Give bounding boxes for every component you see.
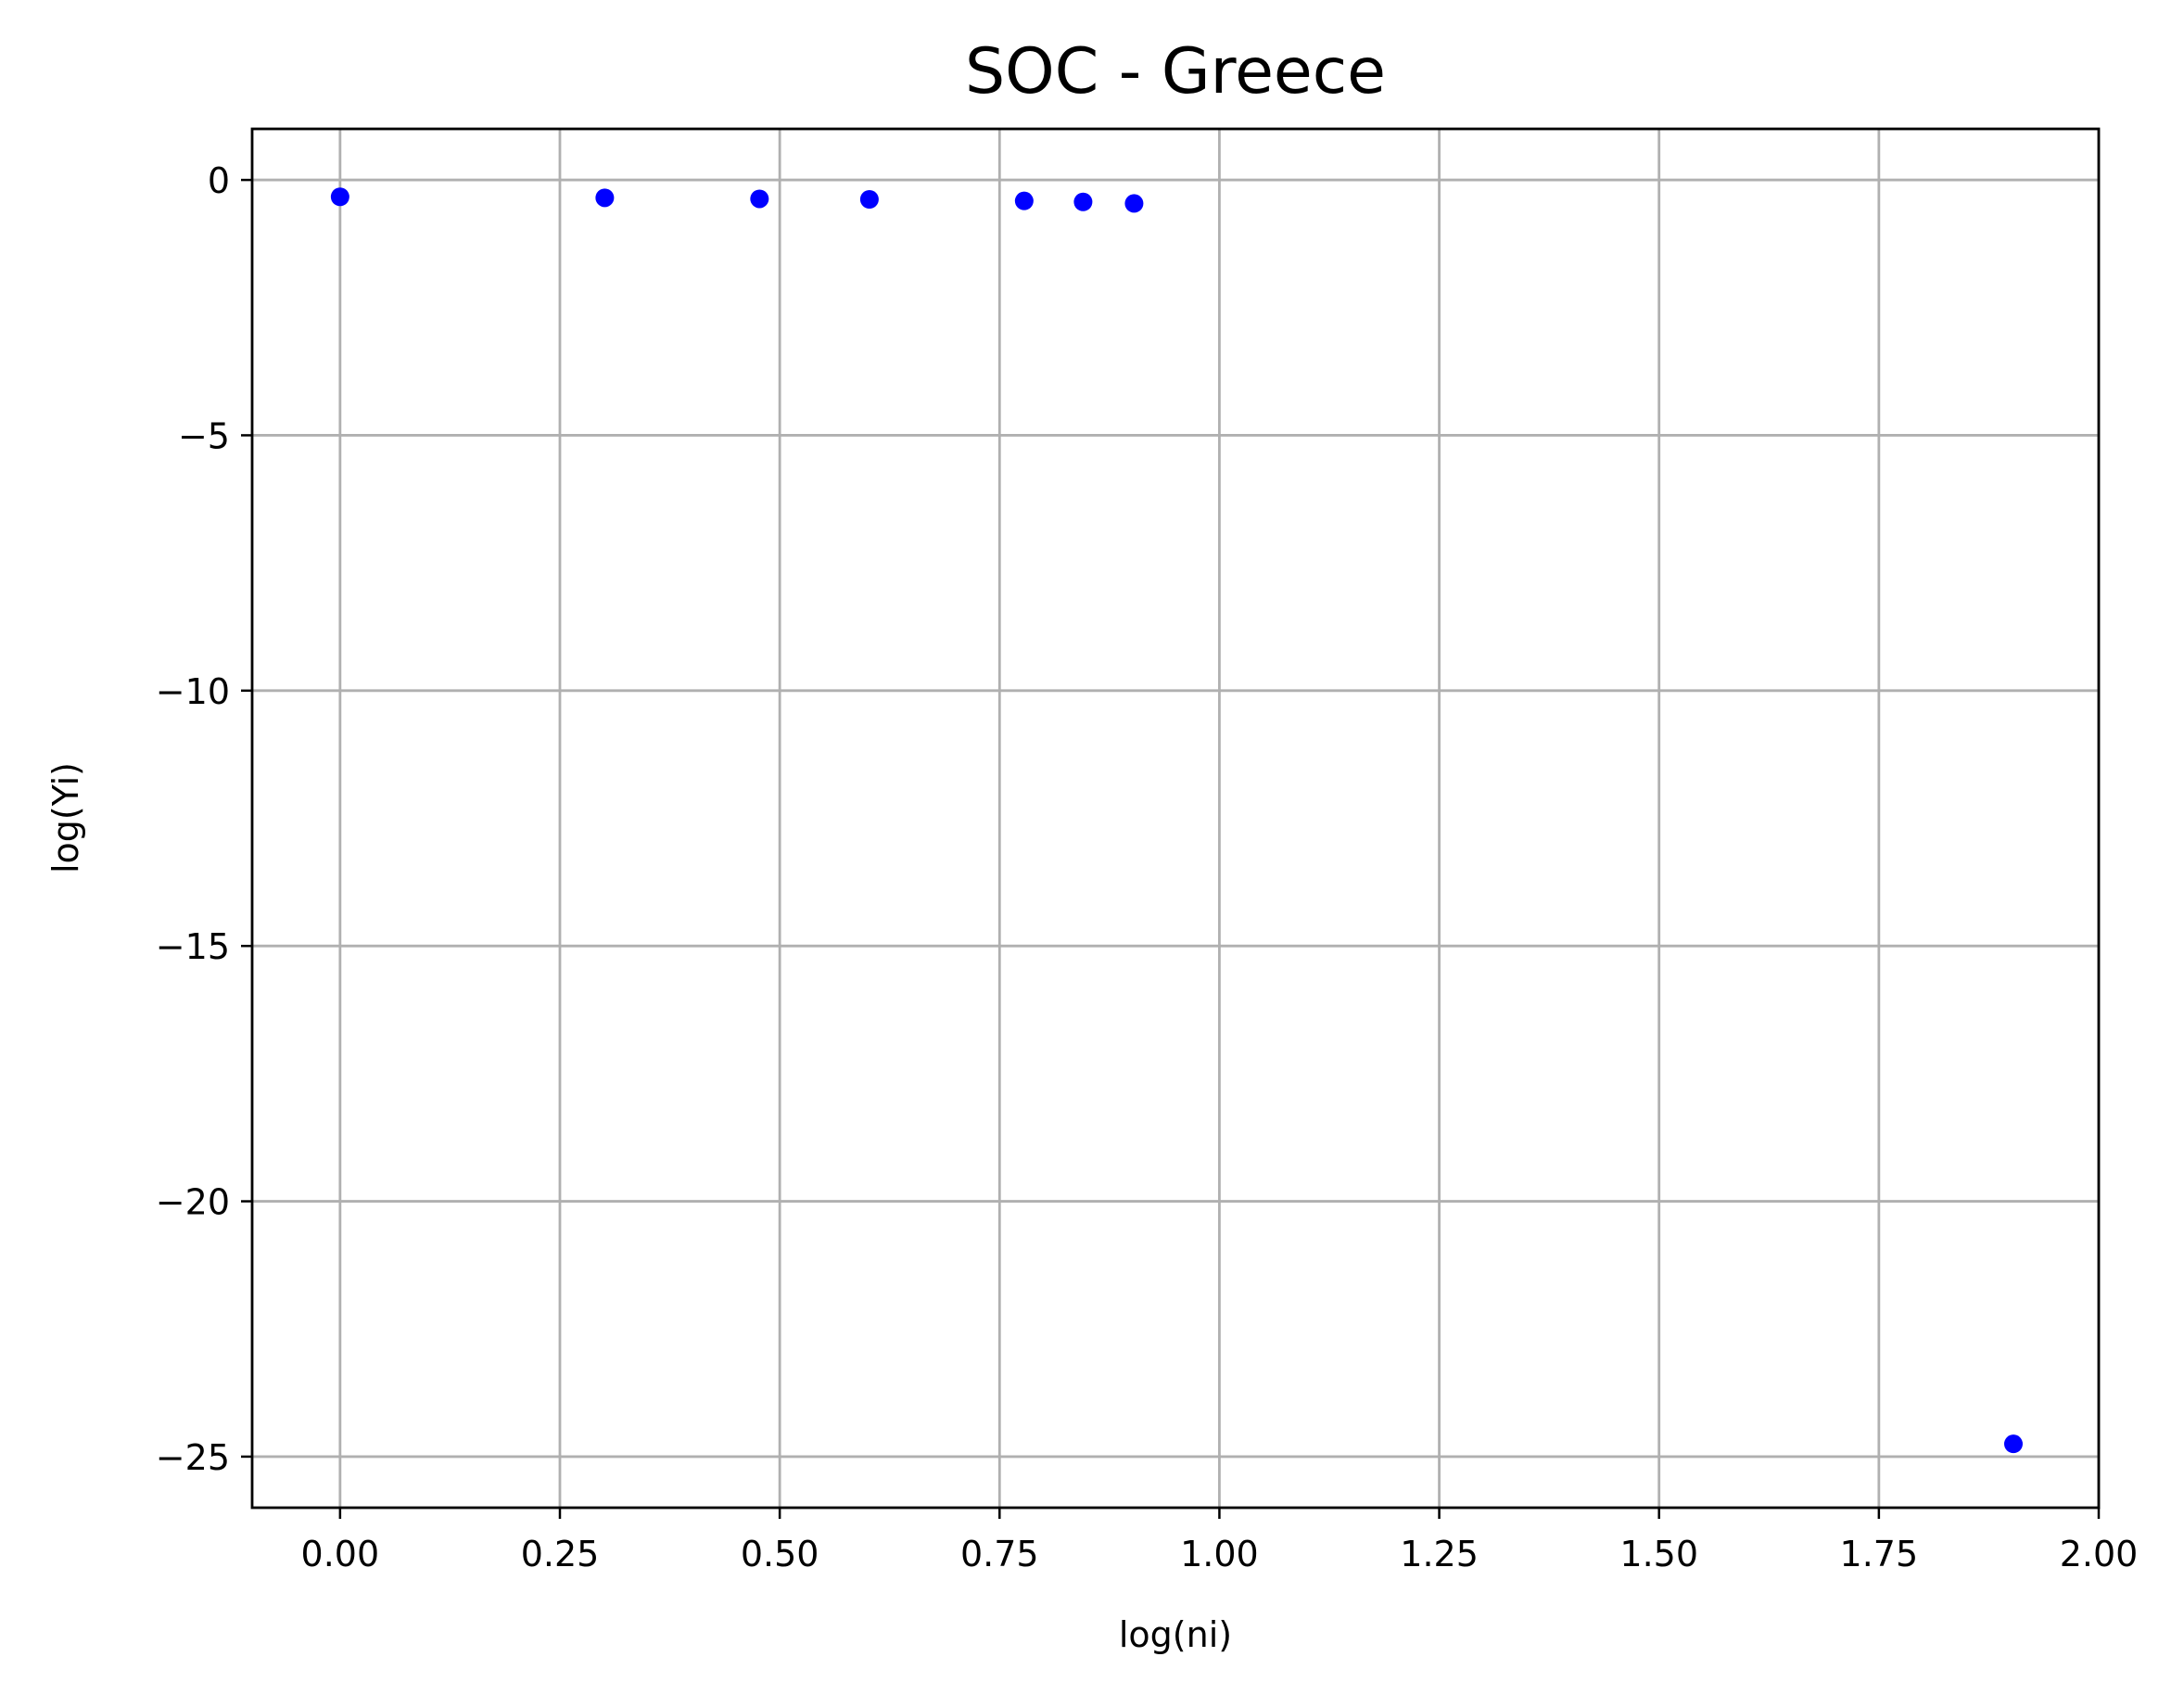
x-tick-label: 1.25 <box>1400 1534 1479 1574</box>
data-point <box>2003 1434 2023 1454</box>
x-tick-label: 1.00 <box>1180 1534 1259 1574</box>
data-point <box>330 187 349 207</box>
y-tick-label: −15 <box>156 926 230 967</box>
data-point <box>1073 192 1093 211</box>
y-tick-label: 0 <box>208 160 230 201</box>
y-tick-label: −25 <box>156 1437 230 1478</box>
x-tick-label: 0.75 <box>960 1534 1039 1574</box>
data-point <box>859 190 879 210</box>
y-tick-label: −10 <box>156 671 230 712</box>
x-tick-label: 0.00 <box>301 1534 380 1574</box>
x-tick-label: 1.75 <box>1840 1534 1919 1574</box>
x-tick-label: 0.25 <box>521 1534 600 1574</box>
data-points <box>330 187 2023 1454</box>
y-tick-label: −20 <box>156 1182 230 1223</box>
data-point <box>1124 194 1144 213</box>
plot-frame <box>250 127 2101 1510</box>
x-tick-label: 0.50 <box>741 1534 819 1574</box>
data-point <box>595 188 615 208</box>
chart-title: SOC - Greece <box>965 35 1386 108</box>
y-axis-label: log(Yi) <box>45 762 86 873</box>
y-tick-label: −5 <box>178 415 230 456</box>
axis-ticks: 0.00 0.25 0.50 0.75 1.00 1.25 1.50 1.75 2.00 0 −5 −… <box>156 160 2139 1574</box>
grid <box>252 129 2101 1508</box>
data-point <box>750 189 769 209</box>
data-point <box>1014 191 1034 210</box>
x-tick-label: 2.00 <box>2060 1534 2139 1574</box>
x-axis-label: log(ni) <box>1119 1614 1232 1655</box>
x-tick-label: 1.50 <box>1619 1534 1698 1574</box>
